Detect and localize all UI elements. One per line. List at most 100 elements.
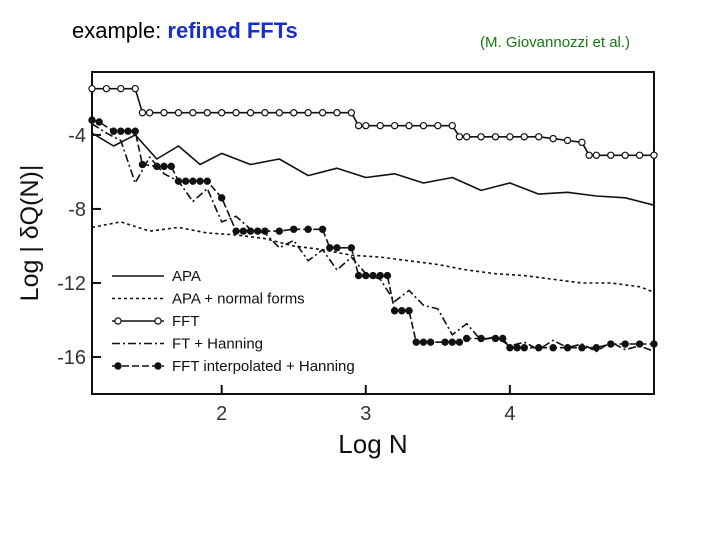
y-tick-label: -16 [57, 347, 86, 369]
data-point [498, 334, 507, 343]
title-prefix: example: [72, 18, 162, 43]
data-point [419, 338, 428, 346]
data-point [621, 151, 629, 159]
data-point [167, 162, 175, 171]
data-point [506, 133, 514, 141]
data-point [376, 271, 384, 280]
data-point [477, 334, 485, 343]
data-point [109, 127, 118, 135]
data-point [455, 133, 464, 141]
data-point [369, 271, 377, 280]
data-point [275, 227, 284, 235]
legend-marker [154, 362, 162, 370]
data-point [549, 134, 557, 143]
data-point [232, 227, 240, 235]
legend-item: APA + normal forms [112, 291, 305, 308]
data-point [254, 227, 262, 235]
series-line-3 [91, 123, 655, 353]
data-point [333, 244, 341, 252]
data-point [592, 344, 601, 352]
y-tick-label: -8 [68, 199, 86, 221]
data-point [563, 344, 572, 352]
data-point [290, 225, 298, 233]
legend-marker [114, 362, 122, 370]
data-point [362, 121, 370, 130]
data-point [217, 109, 226, 117]
data-point [376, 121, 384, 130]
legend-marker [114, 317, 122, 325]
data-point [412, 338, 420, 346]
data-point [160, 109, 168, 117]
series-line-1 [91, 221, 655, 293]
data-point [362, 271, 370, 280]
series-1 [91, 221, 655, 293]
data-point [585, 151, 593, 159]
data-point [232, 109, 240, 117]
data-point [138, 160, 147, 169]
credit-text: (M. Giovannozzi et al.) [480, 34, 631, 51]
legend-marker [154, 317, 162, 325]
legend-item: APA [112, 268, 201, 285]
data-point [650, 151, 658, 159]
data-point [419, 121, 428, 130]
data-point [196, 177, 204, 185]
data-point [347, 244, 356, 252]
data-point [434, 121, 442, 130]
legend-label: FFT [172, 313, 200, 330]
x-tick-label: 2 [216, 403, 227, 425]
title-highlight: refined FFTs [167, 18, 298, 43]
data-point [102, 84, 111, 93]
data-point [153, 162, 161, 171]
data-point [246, 227, 255, 235]
data-point [138, 109, 147, 117]
series-3 [91, 123, 655, 353]
data-point [290, 109, 298, 117]
series-line-0 [91, 132, 655, 206]
legend-label: APA + normal forms [172, 291, 305, 308]
data-point [491, 133, 500, 141]
data-point [318, 109, 327, 117]
data-point [326, 244, 334, 252]
data-point [448, 338, 456, 346]
data-point [304, 225, 312, 233]
data-point [181, 177, 190, 185]
series-4 [88, 116, 658, 352]
data-point [354, 121, 363, 130]
data-point [131, 127, 139, 135]
data-point [124, 127, 132, 135]
legend-label: FFT interpolated + Hanning [172, 358, 355, 375]
data-point [635, 340, 644, 348]
data-point [405, 307, 413, 315]
data-point [261, 227, 269, 235]
data-point [383, 271, 392, 280]
series-0 [91, 132, 655, 206]
series-2 [88, 84, 658, 159]
data-point [578, 344, 586, 352]
data-point [535, 344, 543, 352]
data-point [520, 133, 529, 141]
data-point [462, 334, 471, 343]
x-tick-label: 3 [360, 403, 371, 425]
legend-label: APA [172, 268, 201, 285]
data-point [426, 338, 435, 346]
data-point [189, 177, 197, 185]
data-point [635, 151, 644, 159]
data-point [441, 338, 449, 346]
data-point [174, 109, 183, 117]
legend-item: FFT [112, 313, 200, 330]
data-point [607, 340, 615, 348]
data-point [333, 109, 341, 117]
y-axis-title: Log | δQ(N)| [16, 165, 44, 302]
data-point [390, 121, 399, 130]
data-point [304, 109, 312, 117]
data-point [131, 84, 139, 93]
data-point [239, 227, 248, 235]
data-point [203, 109, 211, 117]
data-point [354, 271, 363, 280]
data-point [261, 109, 269, 117]
data-point [563, 136, 572, 145]
data-point [549, 344, 557, 352]
data-point [174, 177, 183, 185]
data-point [607, 151, 615, 159]
